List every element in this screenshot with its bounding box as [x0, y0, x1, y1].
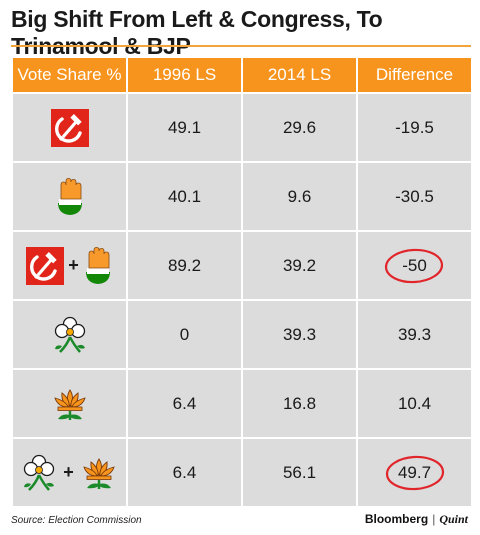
- brand: Bloomberg | Quint: [365, 512, 468, 527]
- plus-sign: +: [68, 255, 79, 275]
- vote-share-1996-cell: 6.4: [126, 437, 243, 508]
- page-title: Big Shift From Left & Congress, To Trina…: [11, 6, 383, 59]
- bjp-lotus-icon: [78, 453, 120, 493]
- brand-separator: |: [432, 512, 436, 526]
- difference-value: -19.5: [395, 117, 434, 137]
- difference-cell: 49.7: [356, 437, 473, 508]
- vote-share-2014-value: 29.6: [282, 117, 317, 137]
- difference-value: -50: [402, 255, 427, 275]
- table-row: +89.2 39.2 -50: [11, 230, 473, 301]
- trinamool-flower-icon: [50, 315, 90, 355]
- party-logo-cell: +: [11, 437, 128, 508]
- party-logo-cell: +: [11, 230, 128, 301]
- table-row: 40.1 9.6 -30.5: [11, 161, 473, 232]
- vote-share-1996-value: 0: [179, 324, 190, 344]
- vote-share-1996-value: 89.2: [167, 255, 202, 275]
- bjp-lotus-icon: [49, 384, 91, 424]
- highlight-circle: -50: [385, 248, 444, 283]
- difference-cell: 39.3: [356, 299, 473, 370]
- vote-share-2014-value: 39.3: [282, 324, 317, 344]
- highlight-circle: 49.7: [385, 455, 444, 490]
- table-row: 0 39.3 39.3: [11, 299, 473, 370]
- party-logo-cell: [11, 161, 128, 232]
- vote-share-1996-value: 49.1: [167, 117, 202, 137]
- vote-share-2014-cell: 56.1: [241, 437, 358, 508]
- title-rule: [11, 45, 471, 47]
- trinamool-flower-icon: [19, 453, 59, 493]
- congress-hand-icon: [55, 177, 85, 217]
- difference-value: 49.7: [397, 462, 432, 482]
- congress-hand-icon: [83, 246, 113, 286]
- header-row: Vote Share % 1996 LS 2014 LS Difference: [11, 56, 473, 94]
- party-logo-cell: [11, 92, 128, 163]
- party-logo-cell: [11, 299, 128, 370]
- header-difference: Difference: [356, 56, 473, 94]
- brand-partner: Quint: [439, 512, 468, 526]
- vote-share-2014-value: 56.1: [282, 462, 317, 482]
- table-row: 49.1 29.6 -19.5: [11, 92, 473, 163]
- source-note: Source: Election Commission: [11, 515, 142, 526]
- vote-share-1996-value: 40.1: [167, 186, 202, 206]
- difference-cell: -19.5: [356, 92, 473, 163]
- difference-cell: -30.5: [356, 161, 473, 232]
- vote-share-table: Vote Share % 1996 LS 2014 LS Difference …: [11, 56, 473, 508]
- hammer-sickle-icon: [26, 246, 65, 285]
- vote-share-2014-value: 9.6: [287, 186, 312, 206]
- vote-share-2014-cell: 29.6: [241, 92, 358, 163]
- difference-value: 10.4: [397, 393, 432, 413]
- vote-share-1996-value: 6.4: [172, 462, 197, 482]
- difference-value: -30.5: [395, 186, 434, 206]
- vote-share-1996-cell: 0: [126, 299, 243, 370]
- vote-share-1996-value: 6.4: [172, 393, 197, 413]
- vote-share-1996-cell: 6.4: [126, 368, 243, 439]
- header-2014: 2014 LS: [241, 56, 358, 94]
- table-row: +6.4 56.1 49.7: [11, 437, 473, 508]
- party-logo-cell: [11, 368, 128, 439]
- vote-share-1996-cell: 49.1: [126, 92, 243, 163]
- header-vote-share: Vote Share %: [11, 56, 128, 94]
- vote-share-2014-cell: 39.2: [241, 230, 358, 301]
- table-row: 6.4 16.8 10.4: [11, 368, 473, 439]
- vote-share-1996-cell: 89.2: [126, 230, 243, 301]
- vote-share-2014-cell: 9.6: [241, 161, 358, 232]
- header-1996: 1996 LS: [126, 56, 243, 94]
- difference-value: 39.3: [397, 324, 432, 344]
- vote-share-2014-cell: 16.8: [241, 368, 358, 439]
- vote-share-2014-value: 39.2: [282, 255, 317, 275]
- hammer-sickle-icon: [50, 108, 89, 147]
- difference-cell: 10.4: [356, 368, 473, 439]
- brand-name: Bloomberg: [364, 512, 429, 526]
- vote-share-2014-value: 16.8: [282, 393, 317, 413]
- vote-share-1996-cell: 40.1: [126, 161, 243, 232]
- difference-cell: -50: [356, 230, 473, 301]
- plus-sign: +: [63, 462, 74, 482]
- vote-share-2014-cell: 39.3: [241, 299, 358, 370]
